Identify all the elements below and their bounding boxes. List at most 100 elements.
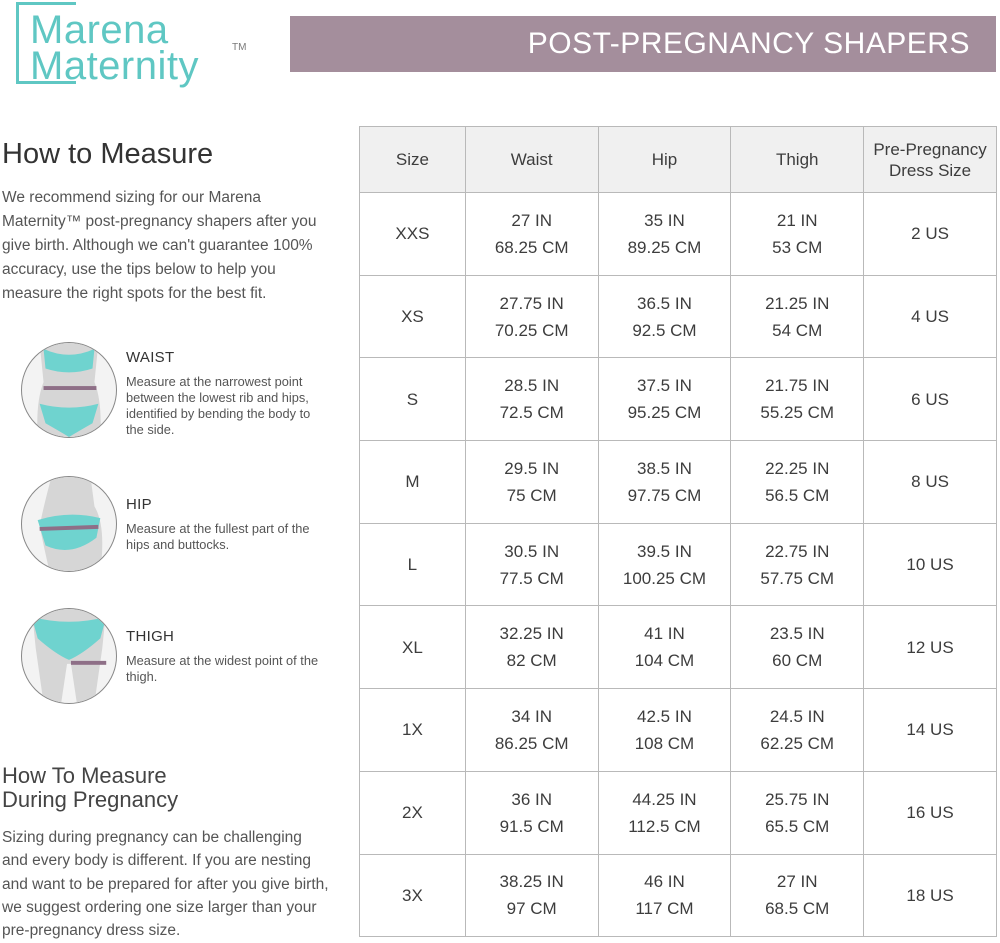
waist-cell-value: 32.25 IN bbox=[499, 624, 564, 644]
hip-cell-value: 42.5 IN bbox=[637, 706, 692, 726]
brand-logo: Marena Maternity TM bbox=[16, 2, 248, 88]
thigh-cell-value: 21 IN bbox=[776, 210, 818, 230]
thigh-cell-value: 21.25 IN bbox=[765, 293, 830, 313]
thigh-cell-value: 22.75 IN bbox=[765, 541, 830, 561]
thigh-description: Measure at the widest point of the thigh… bbox=[126, 653, 319, 684]
dress-size-cell-value: 8 US bbox=[911, 472, 949, 492]
thigh-cell-value: 27 IN bbox=[776, 872, 818, 892]
size-cell: S bbox=[359, 357, 466, 442]
thigh-title: THIGH bbox=[126, 628, 175, 645]
waist-cell: 28.5 IN 72.5 CM bbox=[464, 357, 599, 442]
dress-size-cell-value: 4 US bbox=[911, 307, 949, 327]
thigh-cell-value: 56.5 CM bbox=[765, 485, 830, 505]
dress-size-cell: 4 US bbox=[863, 274, 997, 359]
dress-size-cell-value: 6 US bbox=[911, 389, 949, 409]
size-cell-value: M bbox=[405, 472, 420, 492]
dress-size-cell: 10 US bbox=[863, 522, 997, 607]
header-thigh: Thigh bbox=[730, 126, 865, 193]
thigh-cell: 24.5 IN 62.25 CM bbox=[730, 688, 865, 772]
thigh-cell-value: 23.5 IN bbox=[769, 624, 825, 644]
dress-size-cell-value: 12 US bbox=[906, 637, 954, 657]
header-dress-line-2: Dress Size bbox=[888, 160, 972, 180]
size-chart-table: Size Waist Hip Thigh Pre-Pregnancy Dress… bbox=[359, 126, 997, 938]
dress-size-cell: 2 US bbox=[863, 192, 997, 276]
thigh-cell-value: 21.75 IN bbox=[765, 376, 830, 396]
thigh-cell-value: 57.75 CM bbox=[760, 568, 835, 588]
size-cell: XXS bbox=[359, 192, 466, 276]
thigh-cell-value: 24.5 IN bbox=[769, 706, 825, 726]
table-row: M 29.5 IN 75 CM 38.5 IN 97.75 CM 22.25 IN 56.5… bbox=[359, 440, 997, 524]
table-row: XXS 27 IN 68.25 CM 35 IN 89.25 CM 21 IN 53 CM 2… bbox=[359, 192, 997, 276]
header-waist: Waist bbox=[464, 126, 599, 193]
waist-cell-value: 97 CM bbox=[506, 899, 557, 919]
logo-trademark: TM bbox=[232, 42, 247, 53]
waist-title: WAIST bbox=[126, 349, 175, 366]
thigh-cell-value: 55.25 CM bbox=[760, 403, 835, 423]
waist-cell: 38.25 IN 97 CM bbox=[464, 853, 599, 938]
size-cell-value: L bbox=[407, 555, 418, 575]
thigh-cell: 27 IN 68.5 CM bbox=[730, 853, 865, 938]
hip-cell-value: 100.25 CM bbox=[622, 568, 707, 588]
hip-cell: 46 IN 117 CM bbox=[597, 853, 732, 938]
thigh-cell: 21.25 IN 54 CM bbox=[730, 274, 865, 359]
how-to-measure-heading: How to Measure bbox=[2, 138, 214, 170]
table-row: 3X 38.25 IN 97 CM 46 IN 117 CM 27 IN 68.5 CM 18… bbox=[359, 853, 997, 938]
size-cell: 2X bbox=[359, 770, 466, 855]
dress-size-cell: 12 US bbox=[863, 605, 997, 690]
hip-cell-value: 38.5 IN bbox=[637, 458, 692, 478]
header-dress-size: Pre-Pregnancy Dress Size bbox=[863, 126, 997, 193]
hip-cell-value: 108 CM bbox=[634, 733, 695, 753]
hip-cell-value: 37.5 IN bbox=[637, 376, 692, 396]
dress-size-cell: 14 US bbox=[863, 688, 997, 772]
thigh-cell-value: 22.25 IN bbox=[765, 458, 830, 478]
hip-cell-value: 89.25 CM bbox=[627, 237, 702, 257]
logo-line-2: Maternity bbox=[30, 44, 199, 88]
intro-text: We recommend sizing for our Marena Mater… bbox=[2, 189, 317, 302]
waist-cell-value: 34 IN bbox=[511, 706, 552, 726]
waist-description: Measure at the narrowest point between t… bbox=[126, 374, 311, 437]
thigh-cell: 22.25 IN 56.5 CM bbox=[730, 440, 865, 524]
hip-cell: 35 IN 89.25 CM bbox=[597, 192, 732, 276]
dress-size-cell: 8 US bbox=[863, 440, 997, 524]
pregnancy-heading-line-2: During Pregnancy bbox=[2, 787, 179, 812]
waist-cell-value: 75 CM bbox=[506, 485, 557, 505]
thigh-cell-value: 25.75 IN bbox=[765, 789, 830, 809]
table-row: XS 27.75 IN 70.25 CM 36.5 IN 92.5 CM 21.25 IN… bbox=[359, 274, 997, 359]
size-cell: 3X bbox=[359, 853, 466, 938]
thigh-cell: 25.75 IN 65.5 CM bbox=[730, 770, 865, 855]
size-cell-value: 3X bbox=[402, 885, 423, 905]
waist-cell-value: 77.5 CM bbox=[499, 568, 564, 588]
thigh-figure-icon bbox=[21, 608, 117, 704]
dress-size-cell: 16 US bbox=[863, 770, 997, 855]
waist-cell-value: 91.5 CM bbox=[499, 816, 564, 836]
header-size: Size bbox=[359, 126, 466, 193]
header-banner: POST-PREGNANCY SHAPERS bbox=[290, 16, 996, 72]
waist-figure-icon bbox=[21, 342, 117, 438]
waist-cell: 36 IN 91.5 CM bbox=[464, 770, 599, 855]
hip-cell-value: 95.25 CM bbox=[627, 403, 702, 423]
table-body: XXS 27 IN 68.25 CM 35 IN 89.25 CM 21 IN 53 CM 2… bbox=[359, 192, 997, 938]
size-cell-value: XS bbox=[401, 307, 424, 327]
hip-cell: 42.5 IN 108 CM bbox=[597, 688, 732, 772]
hip-cell-value: 92.5 CM bbox=[632, 320, 697, 340]
table-row: L 30.5 IN 77.5 CM 39.5 IN 100.25 CM 22.75 IN 5… bbox=[359, 522, 997, 607]
size-cell-value: XXS bbox=[395, 224, 430, 244]
size-cell-value: S bbox=[406, 389, 419, 409]
hip-cell-value: 117 CM bbox=[635, 899, 694, 919]
hip-description: Measure at the fullest part of the hips … bbox=[126, 521, 310, 552]
waist-cell: 32.25 IN 82 CM bbox=[464, 605, 599, 690]
thigh-cell-value: 54 CM bbox=[772, 320, 823, 340]
waist-cell-value: 28.5 IN bbox=[504, 376, 560, 396]
hip-cell-value: 112.5 CM bbox=[628, 816, 701, 836]
waist-cell: 29.5 IN 75 CM bbox=[464, 440, 599, 524]
thigh-cell: 23.5 IN 60 CM bbox=[730, 605, 865, 690]
hip-cell-value: 36.5 IN bbox=[637, 293, 692, 313]
thigh-cell: 21.75 IN 55.25 CM bbox=[730, 357, 865, 442]
thigh-cell-value: 65.5 CM bbox=[765, 816, 830, 836]
waist-cell-value: 29.5 IN bbox=[504, 458, 560, 478]
waist-cell: 34 IN 86.25 CM bbox=[464, 688, 599, 772]
waist-cell-value: 68.25 CM bbox=[494, 237, 569, 257]
dress-size-cell: 18 US bbox=[863, 853, 997, 938]
hip-cell: 38.5 IN 97.75 CM bbox=[597, 440, 732, 524]
waist-cell-value: 27 IN bbox=[511, 210, 552, 230]
